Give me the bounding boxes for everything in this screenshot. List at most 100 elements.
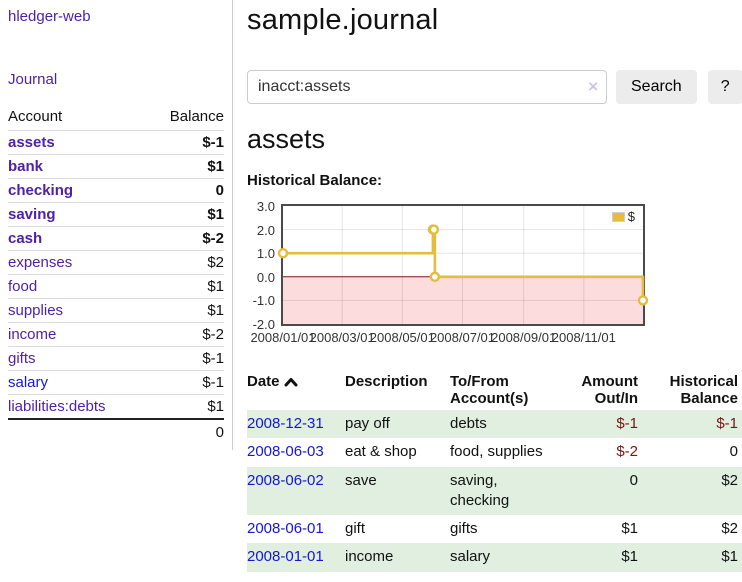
accounts-table: Account Balance assets $-1 bank $1 checking 0… xyxy=(8,104,224,444)
help-button[interactable]: ? xyxy=(707,70,742,105)
search-input[interactable] xyxy=(247,70,607,105)
sidebar: hledger-web Journal Account Balance asse… xyxy=(0,0,233,450)
account-balance: $2 xyxy=(146,250,224,275)
account-link-cash[interactable]: cash xyxy=(8,230,43,247)
account-balance: $1 xyxy=(146,274,224,299)
x-axis-tick-label: 2008/09/01 xyxy=(491,330,557,346)
column-header-amount: Amount Out/In xyxy=(581,373,638,408)
x-axis-tick-label: 2008/01/01 xyxy=(250,330,316,346)
account-row: salary $-1 xyxy=(8,370,224,395)
column-header-balance: Historical Balance xyxy=(669,373,738,408)
transaction-date-link[interactable]: 2008-06-02 xyxy=(247,471,324,489)
account-row: gifts $-1 xyxy=(8,346,224,371)
transaction-description-cell: eat & shop xyxy=(345,443,417,461)
x-axis-tick-label: 2008/05/01 xyxy=(369,330,435,346)
accounts-total-row: 0 xyxy=(8,418,224,444)
search-button[interactable]: Search xyxy=(616,70,697,105)
legend-swatch-icon xyxy=(611,211,625,222)
transaction-date-link[interactable]: 2008-06-01 xyxy=(247,520,324,538)
sidebar-item-journal[interactable]: Journal xyxy=(8,71,58,88)
account-balance: $-1 xyxy=(146,370,224,395)
account-row: supplies $1 xyxy=(8,298,224,323)
account-link-checking[interactable]: checking xyxy=(8,182,74,199)
transaction-balance-cell: 0 xyxy=(729,443,738,461)
account-balance: $-1 xyxy=(202,134,224,151)
search-box: × xyxy=(247,70,607,105)
legend-label: $ xyxy=(627,209,635,225)
account-heading: assets xyxy=(247,124,326,155)
accounts-total-value: 0 xyxy=(146,418,224,444)
transaction-accounts-cell: debts xyxy=(450,415,487,433)
transaction-amount-cell: $1 xyxy=(621,548,638,566)
sort-ascending-icon xyxy=(284,374,298,391)
account-row: income $-2 xyxy=(8,322,224,347)
app-title-link[interactable]: hledger-web xyxy=(8,8,91,25)
transaction-accounts-cell: salary xyxy=(450,548,491,566)
register-header-row: Date Description To/From Account(s) Amou… xyxy=(247,370,742,410)
data-point xyxy=(428,224,440,235)
account-row: bank $1 xyxy=(8,154,224,179)
transaction-date-link[interactable]: 2008-12-31 xyxy=(247,415,324,433)
account-link-gifts[interactable]: gifts xyxy=(8,350,36,367)
accounts-header-balance: Balance xyxy=(146,104,224,131)
transaction-description-cell: save xyxy=(345,471,377,489)
transaction-date-cell: 2008-06-03 xyxy=(247,438,345,466)
account-balance: $1 xyxy=(146,394,224,419)
account-balance: 0 xyxy=(146,178,224,203)
transaction-balance-cell: $1 xyxy=(721,548,738,566)
x-axis-tick-label: 2008/03/01 xyxy=(309,330,375,346)
y-axis-tick-label: 1.0 xyxy=(256,246,275,262)
accounts-header-account: Account xyxy=(8,104,147,131)
transaction-amount-cell: $1 xyxy=(621,520,638,538)
transaction-date-cell: 2008-06-01 xyxy=(247,515,345,543)
account-link-saving[interactable]: saving xyxy=(8,206,56,223)
account-link-bank[interactable]: bank xyxy=(8,158,44,175)
register-tbody: 2008-12-31 pay off debts $-1 $-1 2008-06-03 ea… xyxy=(247,410,742,572)
transaction-balance-cell: $2 xyxy=(721,520,738,538)
transaction-date-link[interactable]: 2008-01-01 xyxy=(247,548,324,566)
transaction-accounts-cell: gifts xyxy=(450,520,478,538)
register-row: 2008-01-01 income salary $1 $1 xyxy=(247,543,742,572)
y-axis-tick-label: -1.0 xyxy=(252,293,275,309)
column-header-accounts: To/From Account(s) xyxy=(450,373,529,408)
account-link-expenses[interactable]: expenses xyxy=(8,254,73,271)
chart-canvas xyxy=(277,206,649,325)
account-link-supplies[interactable]: supplies xyxy=(8,302,64,319)
register-row: 2008-06-01 gift gifts $1 $2 xyxy=(247,515,742,543)
account-balance: $1 xyxy=(146,298,224,323)
clear-search-icon[interactable]: × xyxy=(588,77,598,97)
account-row: checking 0 xyxy=(8,178,224,203)
account-row: food $1 xyxy=(8,274,224,299)
transaction-description-cell: pay off xyxy=(345,415,390,433)
account-link-assets[interactable]: assets xyxy=(8,134,55,151)
transaction-date-link[interactable]: 2008-06-03 xyxy=(247,443,324,461)
register-row: 2008-06-02 save saving, checking 0 $2 xyxy=(247,466,742,516)
account-link-food[interactable]: food xyxy=(8,278,38,295)
account-row: expenses $2 xyxy=(8,250,224,275)
x-axis-tick-label: 2008/07/01 xyxy=(429,330,496,346)
account-row: cash $-2 xyxy=(8,226,224,251)
register-row: 2008-12-31 pay off debts $-1 $-1 xyxy=(247,410,742,439)
account-balance: $-1 xyxy=(146,346,224,371)
main-content: sample.journal × Search ? assets Histori… xyxy=(233,0,742,572)
transaction-amount-cell: $-1 xyxy=(616,415,638,433)
negative-region xyxy=(283,276,643,325)
column-header-date[interactable]: Date xyxy=(247,370,345,410)
accounts-tbody: assets $-1 bank $1 checking 0 saving $1 cash $-2 e… xyxy=(8,131,224,419)
account-link-salary[interactable]: salary xyxy=(8,374,49,391)
y-axis-tick-label: 0.0 xyxy=(256,269,275,285)
register-table: Date Description To/From Account(s) Amou… xyxy=(247,370,742,572)
chart-title: Historical Balance: xyxy=(247,172,383,190)
transaction-amount-cell: 0 xyxy=(629,471,638,489)
account-link-liabilities-debts[interactable]: liabilities:debts xyxy=(8,398,106,415)
data-point xyxy=(637,295,649,306)
transaction-balance-cell: $2 xyxy=(721,471,738,489)
chart-legend: $ xyxy=(611,209,635,225)
column-header-description: Description xyxy=(345,373,428,391)
account-link-income[interactable]: income xyxy=(8,326,57,343)
transaction-accounts-cell: saving, checking xyxy=(450,471,510,509)
balance-chart: $ 3.0 2.0 1.0 0.0 -1.0 -2.0 2008/01/01 2008/03/… xyxy=(250,199,649,350)
y-axis-tick-label: 2.0 xyxy=(256,222,275,238)
transaction-date-cell: 2008-01-01 xyxy=(247,543,345,571)
